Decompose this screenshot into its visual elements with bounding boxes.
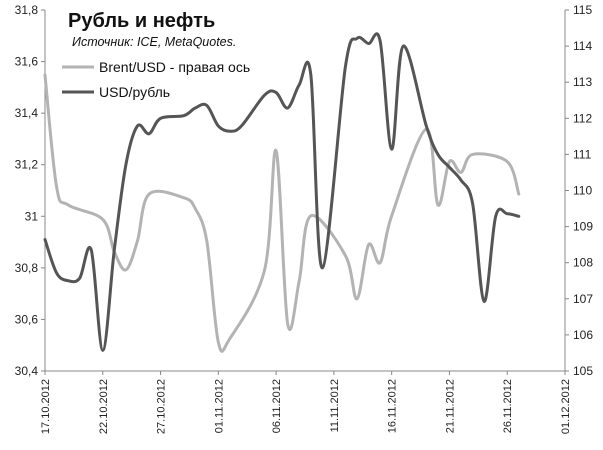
x-tick-label: 11.11.2012 bbox=[329, 379, 341, 432]
x-tick-label: 01.11.2012 bbox=[213, 379, 225, 433]
x-tick-label: 06.11.2012 bbox=[271, 379, 283, 433]
legend: Brent/USD - правая ось USD/рубль bbox=[62, 59, 250, 100]
series-layer bbox=[43, 32, 521, 353]
right-tick-label: 115 bbox=[573, 3, 592, 17]
left-tick-label: 30,8 bbox=[15, 261, 39, 275]
x-tick-label: 01.12.2012 bbox=[560, 379, 572, 434]
x-tick-labels: 17.10.2012 22.10.2012 27.10.2012 01.11.2012… bbox=[40, 371, 572, 434]
x-tick-label: 27.10.2012 bbox=[156, 379, 168, 434]
legend-label-brent: Brent/USD - правая ось bbox=[99, 59, 250, 75]
right-tick-label: 112 bbox=[573, 111, 592, 125]
chart-subtitle: Источник: ICE, MetaQuotes. bbox=[72, 35, 236, 49]
left-tick-label: 30,4 bbox=[15, 364, 39, 378]
x-tick-label: 26.11.2012 bbox=[502, 379, 514, 433]
x-tick-label: 17.10.2012 bbox=[40, 379, 52, 434]
left-tick-label: 30,6 bbox=[15, 312, 39, 326]
right-tick-label: 105 bbox=[573, 364, 593, 378]
right-tick-label: 111 bbox=[573, 147, 592, 161]
right-tick-label: 108 bbox=[573, 256, 593, 270]
x-tick-label: 21.11.2012 bbox=[444, 379, 456, 433]
right-tick-labels: 105 106 107 108 109 110 111 112 113 114 115 bbox=[565, 3, 593, 378]
left-tick-label: 31 bbox=[25, 209, 39, 223]
legend-label-usdrub: USD/рубль bbox=[99, 84, 170, 100]
x-tick-label: 16.11.2012 bbox=[387, 379, 399, 433]
right-tick-label: 113 bbox=[573, 75, 592, 89]
right-tick-label: 110 bbox=[573, 184, 592, 198]
chart-title: Рубль и нефть bbox=[68, 10, 215, 32]
right-tick-label: 114 bbox=[573, 39, 592, 53]
series-line-brent bbox=[43, 73, 521, 353]
series-line-usdrub bbox=[43, 32, 521, 352]
left-tick-label: 31,4 bbox=[15, 106, 39, 120]
right-tick-label: 106 bbox=[573, 328, 593, 342]
left-tick-label: 31,6 bbox=[15, 55, 39, 69]
left-tick-label: 31,2 bbox=[15, 158, 39, 172]
x-tick-label: 22.10.2012 bbox=[98, 379, 110, 434]
title-block: Рубль и нефть Источник: ICE, MetaQuotes. bbox=[68, 10, 236, 49]
left-tick-label: 31,8 bbox=[15, 3, 39, 17]
left-tick-labels: 30,4 30,6 30,8 31 31,2 31,4 31,6 31,8 bbox=[15, 3, 45, 378]
right-tick-label: 109 bbox=[573, 220, 593, 234]
right-tick-label: 107 bbox=[573, 292, 593, 306]
